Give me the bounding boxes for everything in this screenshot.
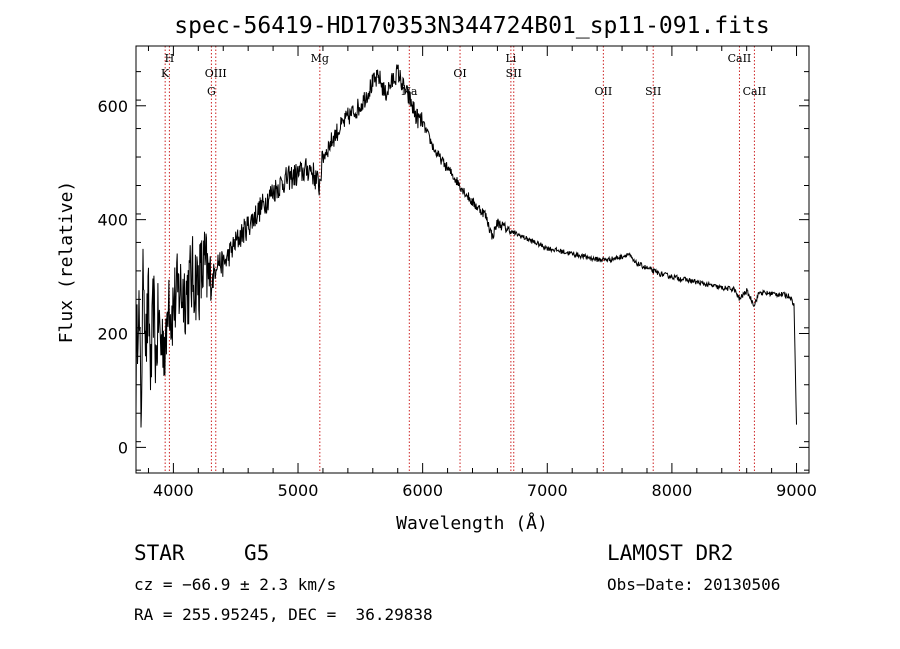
y-axis-label: Flux (relative)	[56, 181, 77, 344]
redshift-value: cz = −66.9 ± 2.3 km/s	[134, 575, 337, 594]
y-tick-label: 400	[97, 211, 128, 230]
spectral-line-label: G	[207, 85, 216, 98]
x-tick-label: 5000	[278, 481, 319, 500]
object-subclass: G5	[244, 541, 270, 565]
chart-title: spec-56419-HD170353N344724B01_sp11-091.f…	[174, 13, 769, 39]
survey-name: LAMOST DR2	[607, 541, 734, 565]
object-class: STAR	[134, 541, 185, 565]
y-tick-label: 200	[97, 325, 128, 344]
axis-ticks: 4000 5000 6000 7000 8000 9000 0 200 400 600	[97, 46, 817, 500]
spectral-line-label: H	[165, 52, 175, 65]
observation-date: Obs−Date: 20130506	[607, 575, 781, 594]
spectrum-line	[135, 64, 797, 428]
coordinates: RA = 255.95245, DEC = 36.29838	[134, 605, 433, 624]
x-axis-label: Wavelength (Å)	[396, 512, 548, 534]
x-tick-label: 6000	[402, 481, 443, 500]
x-tick-label: 9000	[776, 481, 817, 500]
spectral-line-label: Li	[505, 52, 516, 65]
spectral-line-label: CaII	[743, 85, 767, 98]
spectral-line-label: OII	[595, 85, 613, 98]
spectral-line-label: SII	[506, 67, 522, 80]
y-tick-label: 0	[118, 438, 128, 457]
y-tick-label: 600	[97, 97, 128, 116]
x-tick-label: 7000	[527, 481, 568, 500]
spectral-line-label: SII	[645, 85, 661, 98]
spectral-line-label: OI	[453, 67, 466, 80]
spectral-line-label: CaII	[728, 52, 752, 65]
spectral-line-label: Mg	[311, 52, 329, 65]
x-tick-label: 8000	[652, 481, 693, 500]
spectral-line-label: K	[161, 67, 170, 80]
x-tick-label: 4000	[153, 481, 194, 500]
plot-frame	[135, 45, 810, 474]
spectral-line-label: OIII	[205, 67, 227, 80]
